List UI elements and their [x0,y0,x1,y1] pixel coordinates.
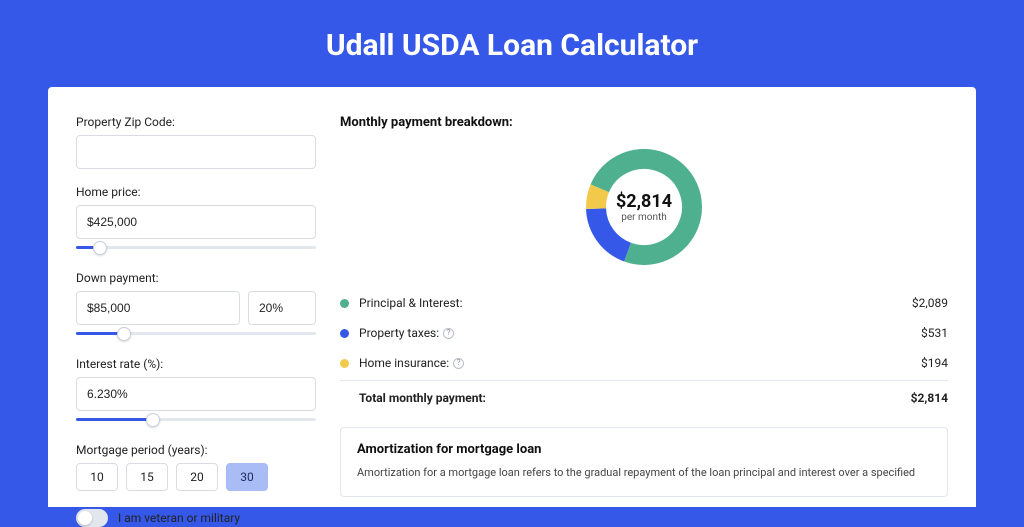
legend-amount: $2,089 [912,296,948,310]
interest-slider[interactable] [76,413,316,427]
amortization-title: Amortization for mortgage loan [357,442,931,457]
down-payment-label: Down payment: [76,271,316,285]
donut-value: $2,814 [616,191,672,212]
slider-track [76,246,316,249]
donut-chart-wrap: $2,814 per month [340,142,948,272]
legend-dot [340,329,349,338]
slider-thumb[interactable] [146,413,160,427]
page-title: Udall USDA Loan Calculator [0,0,1024,87]
donut-center: $2,814 per month [579,142,709,272]
interest-field: Interest rate (%): [76,357,316,427]
legend-label-text: Property taxes: [359,326,439,340]
legend-label-text: Home insurance: [359,356,449,370]
zip-input[interactable] [76,135,316,169]
period-label: Mortgage period (years): [76,443,316,457]
home-price-input[interactable] [76,205,316,239]
zip-field: Property Zip Code: [76,115,316,169]
legend-label-text: Principal & Interest: [359,296,463,310]
breakdown-column: Monthly payment breakdown: $2,814 per mo… [340,115,948,507]
legend-label: Principal & Interest: [359,296,912,310]
period-options: 10 15 20 30 [76,463,316,491]
legend-row-total: Total monthly payment:$2,814 [340,380,948,413]
legend-total-label: Total monthly payment: [359,391,911,405]
down-payment-input[interactable] [76,291,240,325]
legend-label: Home insurance:? [359,356,921,370]
legend-total-amount: $2,814 [911,391,948,405]
slider-thumb[interactable] [93,241,107,255]
legend-row-insurance: Home insurance:?$194 [340,348,948,378]
legend-amount: $531 [921,326,948,340]
legend-amount: $194 [921,356,948,370]
period-option-15[interactable]: 15 [126,463,168,491]
info-icon[interactable]: ? [443,328,454,339]
slider-fill [76,418,153,421]
slider-thumb[interactable] [117,327,131,341]
down-payment-pct-input[interactable] [248,291,316,325]
down-payment-slider[interactable] [76,327,316,341]
home-price-label: Home price: [76,185,316,199]
legend-label: Property taxes:? [359,326,921,340]
legend: Principal & Interest: $2,089 Property taxe… [340,288,948,413]
period-option-10[interactable]: 10 [76,463,118,491]
legend-dot [340,359,349,368]
amortization-text: Amortization for a mortgage loan refers … [357,465,931,482]
legend-row-taxes: Property taxes:?$531 [340,318,948,348]
breakdown-title: Monthly payment breakdown: [340,115,948,130]
legend-row-principal: Principal & Interest: $2,089 [340,288,948,318]
period-option-30[interactable]: 30 [226,463,268,491]
period-option-20[interactable]: 20 [176,463,218,491]
down-payment-field: Down payment: [76,271,316,341]
legend-dot [340,299,349,308]
period-field: Mortgage period (years): 10 15 20 30 [76,443,316,491]
donut-sub: per month [621,212,667,223]
home-price-slider[interactable] [76,241,316,255]
zip-label: Property Zip Code: [76,115,316,129]
info-icon[interactable]: ? [453,358,464,369]
veteran-label: I am veteran or military [118,511,240,525]
donut-chart: $2,814 per month [579,142,709,272]
form-column: Property Zip Code: Home price: Down paym… [76,115,316,507]
interest-label: Interest rate (%): [76,357,316,371]
calculator-panel: Property Zip Code: Home price: Down paym… [48,87,976,507]
home-price-field: Home price: [76,185,316,255]
amortization-card: Amortization for mortgage loan Amortizat… [340,427,948,497]
interest-input[interactable] [76,377,316,411]
